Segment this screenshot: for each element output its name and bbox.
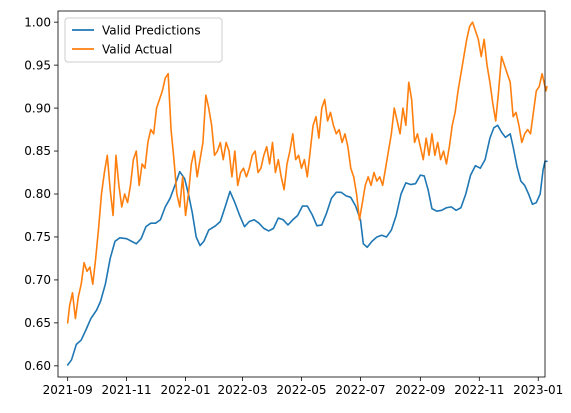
x-tick-label: 2021-11 [102, 383, 152, 397]
legend-label-1: Valid Predictions [102, 23, 201, 37]
y-tick-label: 0.95 [24, 58, 51, 72]
x-tick-label: 2022-11 [454, 383, 504, 397]
x-tick-label: 2023-01 [513, 383, 563, 397]
series-line-1 [66, 124, 548, 366]
x-tick-label: 2022-01 [160, 383, 210, 397]
x-tick-label: 2022-07 [335, 383, 385, 397]
series-layer [66, 21, 548, 366]
y-axis: 0.60 0.65 0.70 0.75 0.80 0.85 0.90 0.95 1.00 [24, 15, 58, 373]
y-tick-label: 1.00 [24, 15, 51, 29]
x-tick-label: 2022-05 [276, 383, 326, 397]
x-axis: 2021-09 2021-11 2022-01 2022-03 2022-05 2022-… [43, 377, 563, 397]
y-tick-label: 0.80 [24, 187, 51, 201]
legend: Valid Predictions Valid Actual [64, 17, 223, 63]
y-tick-label: 0.70 [24, 273, 51, 287]
x-tick-label: 2022-03 [217, 383, 267, 397]
y-tick-label: 0.90 [24, 101, 51, 115]
series-line-2 [66, 21, 548, 324]
x-tick-label: 2021-09 [43, 383, 93, 397]
y-tick-label: 0.65 [24, 316, 51, 330]
y-tick-label: 0.75 [24, 230, 51, 244]
y-tick-label: 0.85 [24, 144, 51, 158]
legend-label-2: Valid Actual [102, 42, 172, 56]
legend-box [64, 17, 223, 63]
x-tick-label: 2022-09 [395, 383, 445, 397]
y-tick-label: 0.60 [24, 359, 51, 373]
